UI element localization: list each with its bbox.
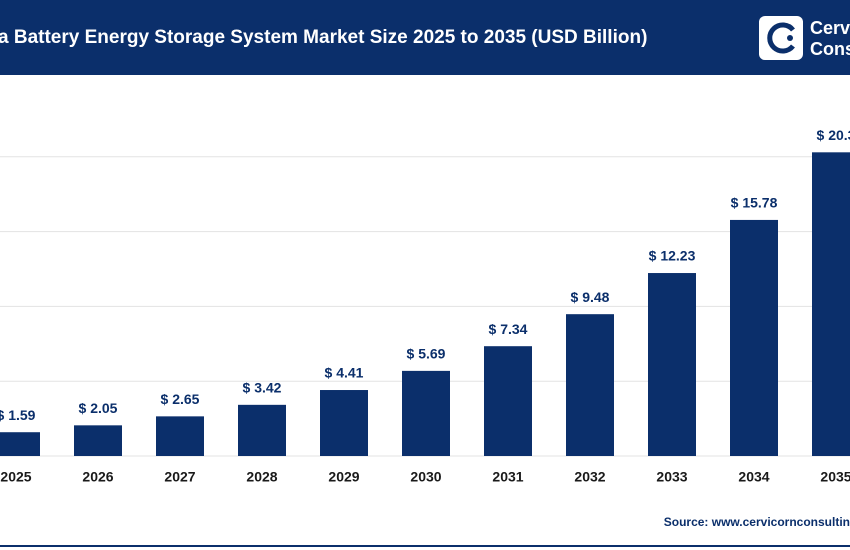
logo-dot <box>787 35 793 41</box>
x-tick-label: 2033 <box>656 469 687 485</box>
bar <box>566 314 614 456</box>
value-label: $ 5.69 <box>407 346 446 362</box>
x-tick-label: 2034 <box>738 469 769 485</box>
value-label: $ 9.48 <box>571 289 610 305</box>
bottom-rule <box>0 545 850 547</box>
value-label: $ 12.23 <box>649 248 696 264</box>
bar <box>238 404 286 456</box>
source: Source: www.cervicornconsultin <box>664 515 850 529</box>
x-tick-label: 2029 <box>328 469 359 485</box>
value-label: $ 1.59 <box>0 407 36 423</box>
brand-line: Consu <box>810 39 850 59</box>
bar <box>320 390 368 456</box>
value-label: $ 2.05 <box>79 400 118 416</box>
value-label: $ 7.34 <box>489 321 528 337</box>
value-label: $ 2.65 <box>161 391 200 407</box>
x-tick-label: 2030 <box>410 469 441 485</box>
bar <box>402 370 450 456</box>
bar <box>484 346 532 456</box>
bar <box>156 416 204 456</box>
value-label: $ 3.42 <box>243 380 282 396</box>
bar <box>648 273 696 456</box>
x-tick-label: 2031 <box>492 469 523 485</box>
x-tick-label: 2026 <box>82 469 113 485</box>
logo-mark <box>767 22 795 54</box>
chart-title: a Battery Energy Storage System Market S… <box>0 27 647 48</box>
title-banner <box>0 0 850 75</box>
value-label: $ 15.78 <box>731 195 778 211</box>
bar <box>812 152 850 456</box>
bar <box>0 432 40 456</box>
bar <box>74 425 122 456</box>
bar <box>730 219 778 456</box>
x-tick-label: 2025 <box>0 469 31 485</box>
value-label: $ 20.3 <box>817 127 850 143</box>
x-tick-label: 2027 <box>164 469 195 485</box>
x-tick-label: 2028 <box>246 469 277 485</box>
x-tick-label: 2035 <box>820 469 850 485</box>
value-label: $ 4.41 <box>325 365 364 381</box>
x-tick-label: 2032 <box>574 469 605 485</box>
brand-line: Cervic <box>810 18 850 38</box>
